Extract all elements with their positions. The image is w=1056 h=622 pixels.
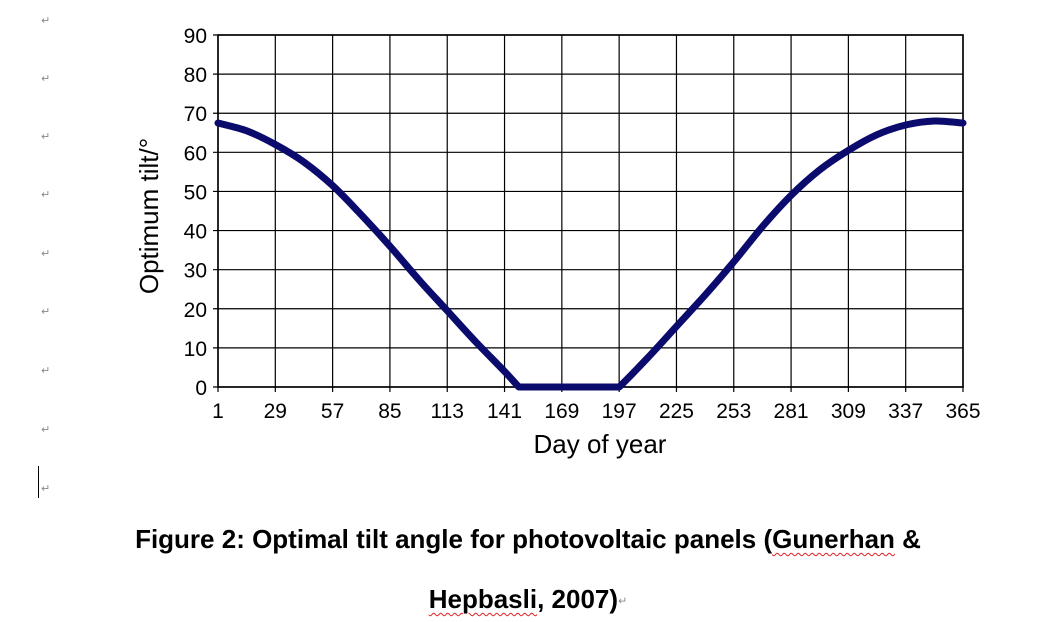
y-tick-label: 90 <box>184 25 207 48</box>
paragraph-mark-caption: ↵ <box>618 594 628 608</box>
y-tick-label: 20 <box>184 299 207 322</box>
caption-author-2: Hepbasli <box>428 584 538 614</box>
x-tick-label: 169 <box>544 400 579 423</box>
y-tick-label: 40 <box>184 221 207 244</box>
paragraph-mark: ↵ <box>41 247 51 260</box>
x-tick-label: 309 <box>831 400 866 423</box>
paragraph-mark: ↵ <box>41 14 51 27</box>
figure-caption-line1: Figure 2: Optimal tilt angle for photovo… <box>0 524 1056 555</box>
x-tick-label: 1 <box>212 400 224 423</box>
x-tick-label: 253 <box>716 400 751 423</box>
x-axis-label: Day of year <box>534 429 667 459</box>
paragraph-mark: ↵ <box>41 130 51 143</box>
chart-tick-labels: 1 29 57 85 113 141 169 197 225 253 281 309 337 365 0 10… <box>184 25 981 423</box>
paragraph-mark: ↵ <box>41 188 51 201</box>
y-tick-label: 60 <box>184 142 207 165</box>
y-tick-label: 10 <box>184 338 207 361</box>
chart-grid <box>213 34 964 392</box>
x-tick-label: 225 <box>659 400 694 423</box>
text-cursor <box>38 466 39 498</box>
x-tick-label: 29 <box>264 400 287 423</box>
caption-ampersand: & <box>894 524 921 554</box>
tilt-chart: 1 29 57 85 113 141 169 197 225 253 281 309 337 365 0 10… <box>134 25 981 459</box>
y-tick-label: 30 <box>184 260 207 283</box>
chart-series <box>214 117 967 391</box>
x-tick-label: 57 <box>321 400 344 423</box>
y-tick-label: 80 <box>184 64 207 87</box>
paragraph-mark: ↵ <box>41 423 51 436</box>
x-tick-label: 113 <box>430 400 463 423</box>
x-tick-label: 337 <box>888 400 923 423</box>
paragraph-mark: ↵ <box>41 72 51 85</box>
y-tick-label: 0 <box>195 377 207 400</box>
x-tick-label: 85 <box>378 400 401 423</box>
x-tick-label: 197 <box>602 400 637 423</box>
paragraph-mark: ↵ <box>41 482 51 495</box>
optimum-tilt-line <box>214 117 967 391</box>
y-tick-label: 50 <box>184 181 207 204</box>
y-axis-label: Optimum tilt/° <box>134 138 164 294</box>
x-tick-label: 365 <box>945 400 980 423</box>
paragraph-mark: ↵ <box>41 364 51 377</box>
caption-year: , 2007) <box>537 584 619 614</box>
y-tick-label: 70 <box>184 103 207 126</box>
plot-frame <box>217 34 964 388</box>
x-tick-label: 141 <box>487 400 522 423</box>
caption-text: Figure 2: Optimal tilt angle for photovo… <box>135 524 773 554</box>
caption-author-1: Gunerhan <box>772 524 895 554</box>
paragraph-mark: ↵ <box>41 305 51 318</box>
x-tick-label: 281 <box>774 400 809 423</box>
figure-caption-line2: Hepbasli, 2007)↵ <box>0 584 1056 615</box>
